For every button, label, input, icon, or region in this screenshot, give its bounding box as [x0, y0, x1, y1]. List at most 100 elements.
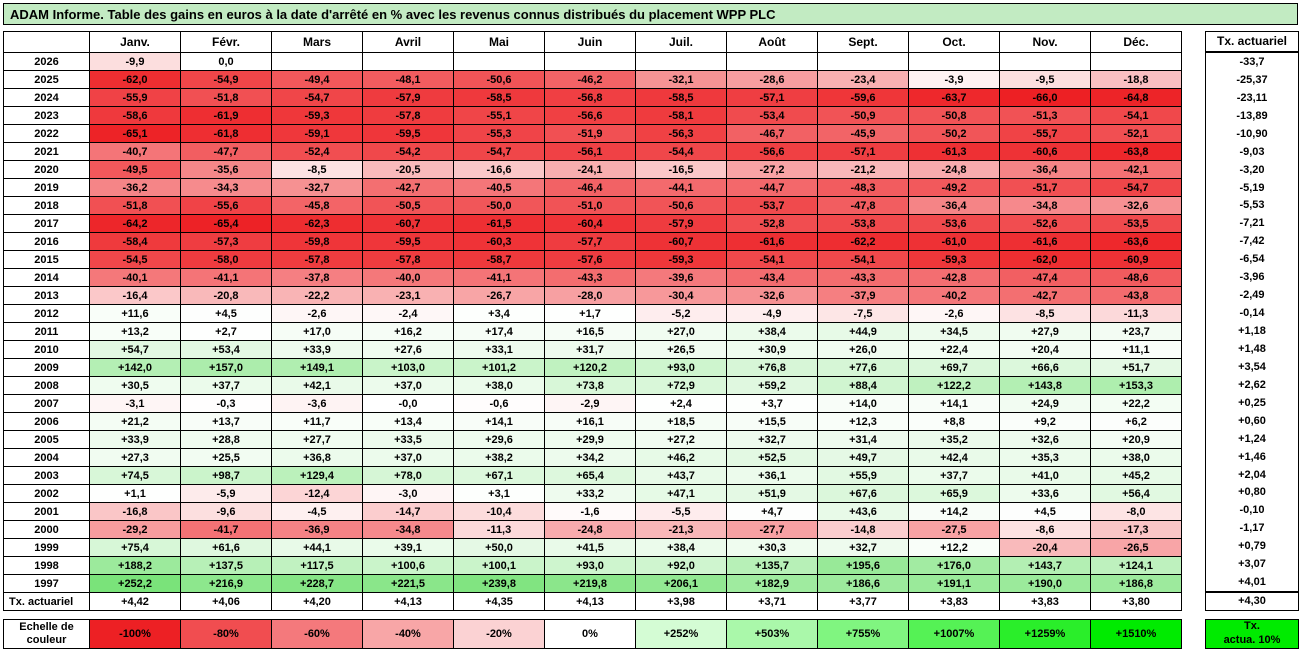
gain-cell[interactable]: +1,1: [89, 484, 181, 503]
tx-actuariel-value[interactable]: -10,90: [1236, 127, 1268, 140]
gain-cell[interactable]: +59,2: [726, 376, 818, 395]
gain-cell[interactable]: -54,5: [89, 250, 181, 269]
gain-cell[interactable]: +182,9: [726, 574, 818, 593]
gain-cell[interactable]: -18,8: [1090, 70, 1182, 89]
gain-cell[interactable]: +38,2: [453, 448, 545, 467]
gain-cell[interactable]: -43,3: [544, 268, 636, 287]
year-label[interactable]: 2020: [3, 160, 90, 179]
gain-cell[interactable]: +2,7: [180, 322, 272, 341]
gain-cell[interactable]: +30,3: [726, 538, 818, 557]
gain-cell[interactable]: +239,8: [453, 574, 545, 593]
gain-cell[interactable]: -39,6: [635, 268, 727, 287]
gain-cell[interactable]: +54,7: [89, 340, 181, 359]
gain-cell[interactable]: +37,7: [180, 376, 272, 395]
gain-cell[interactable]: +137,5: [180, 556, 272, 575]
gain-cell[interactable]: -49,4: [271, 70, 363, 89]
month-header[interactable]: Mai: [453, 31, 545, 53]
gain-cell[interactable]: -51,3: [999, 106, 1091, 125]
gain-cell[interactable]: -53,4: [726, 106, 818, 125]
gain-cell[interactable]: +39,1: [362, 538, 454, 557]
gain-cell[interactable]: -9,5: [999, 70, 1091, 89]
gain-cell[interactable]: -48,6: [1090, 268, 1182, 287]
gain-cell[interactable]: -58,6: [89, 106, 181, 125]
gain-cell[interactable]: -52,6: [999, 214, 1091, 233]
gain-cell[interactable]: -60,7: [362, 214, 454, 233]
gain-cell[interactable]: +42,4: [908, 448, 1000, 467]
gain-cell[interactable]: -51,8: [89, 196, 181, 215]
gain-cell[interactable]: +29,9: [544, 430, 636, 449]
gain-cell[interactable]: +50,0: [453, 538, 545, 557]
gain-cell[interactable]: -64,8: [1090, 88, 1182, 107]
gain-cell[interactable]: +103,0: [362, 358, 454, 377]
gain-cell[interactable]: -36,9: [271, 520, 363, 539]
gain-cell[interactable]: +93,0: [544, 556, 636, 575]
gain-cell[interactable]: +26,0: [817, 340, 909, 359]
gain-cell[interactable]: -3,6: [271, 394, 363, 413]
gain-cell[interactable]: -3,0: [362, 484, 454, 503]
tx-monthly-value[interactable]: +4,13: [362, 592, 454, 611]
gain-cell[interactable]: +20,9: [1090, 430, 1182, 449]
gain-cell[interactable]: +14,1: [908, 394, 1000, 413]
gain-cell[interactable]: [362, 52, 454, 71]
tx-monthly-value[interactable]: +3,80: [1090, 592, 1182, 611]
gain-cell[interactable]: -24,8: [544, 520, 636, 539]
gain-cell[interactable]: +37,0: [362, 448, 454, 467]
gain-cell[interactable]: +124,1: [1090, 556, 1182, 575]
gain-cell[interactable]: +98,7: [180, 466, 272, 485]
gain-cell[interactable]: -32,6: [1090, 196, 1182, 215]
gain-cell[interactable]: -58,5: [635, 88, 727, 107]
gain-cell[interactable]: -7,5: [817, 304, 909, 323]
gain-cell[interactable]: -42,8: [908, 268, 1000, 287]
gain-cell[interactable]: +32,6: [999, 430, 1091, 449]
tx-actuariel-value[interactable]: +1,18: [1238, 325, 1266, 338]
gain-cell[interactable]: -5,2: [635, 304, 727, 323]
gain-cell[interactable]: +28,8: [180, 430, 272, 449]
gain-cell[interactable]: +31,4: [817, 430, 909, 449]
gain-cell[interactable]: -24,1: [544, 160, 636, 179]
gain-cell[interactable]: -57,9: [362, 88, 454, 107]
gain-cell[interactable]: -16,5: [635, 160, 727, 179]
gain-cell[interactable]: -65,4: [180, 214, 272, 233]
tx-actuariel-value[interactable]: -1,17: [1239, 522, 1265, 535]
gain-cell[interactable]: +53,4: [180, 340, 272, 359]
gain-cell[interactable]: -61,3: [908, 142, 1000, 161]
gain-cell[interactable]: +37,7: [908, 466, 1000, 485]
gain-cell[interactable]: -50,9: [817, 106, 909, 125]
gain-cell[interactable]: +17,4: [453, 322, 545, 341]
gain-cell[interactable]: -61,9: [180, 106, 272, 125]
gain-cell[interactable]: -56,1: [544, 142, 636, 161]
gain-cell[interactable]: -37,8: [271, 268, 363, 287]
gain-cell[interactable]: -54,4: [635, 142, 727, 161]
gain-cell[interactable]: -50,5: [362, 196, 454, 215]
gain-cell[interactable]: +33,2: [544, 484, 636, 503]
tx-monthly-value[interactable]: +3,83: [908, 592, 1000, 611]
gain-cell[interactable]: -55,9: [89, 88, 181, 107]
year-label[interactable]: 2023: [3, 106, 90, 125]
gain-cell[interactable]: -14,8: [817, 520, 909, 539]
gain-cell[interactable]: +153,3: [1090, 376, 1182, 395]
gain-cell[interactable]: +122,2: [908, 376, 1000, 395]
gain-cell[interactable]: +66,6: [999, 358, 1091, 377]
corner-cell[interactable]: [3, 31, 90, 53]
tx-monthly-value[interactable]: +4,13: [544, 592, 636, 611]
gain-cell[interactable]: +72,9: [635, 376, 727, 395]
gain-cell[interactable]: [453, 52, 545, 71]
gain-cell[interactable]: -44,1: [635, 178, 727, 197]
gain-cell[interactable]: [726, 52, 818, 71]
gain-cell[interactable]: -27,7: [726, 520, 818, 539]
gain-cell[interactable]: -46,2: [544, 70, 636, 89]
gain-cell[interactable]: -58,0: [180, 250, 272, 269]
gain-cell[interactable]: +41,5: [544, 538, 636, 557]
gain-cell[interactable]: +37,0: [362, 376, 454, 395]
gain-cell[interactable]: -50,8: [908, 106, 1000, 125]
month-header[interactable]: Juin: [544, 31, 636, 53]
gain-cell[interactable]: +56,4: [1090, 484, 1182, 503]
gain-cell[interactable]: +33,6: [999, 484, 1091, 503]
tx-monthly-value[interactable]: +4,42: [89, 592, 181, 611]
gain-cell[interactable]: -26,5: [1090, 538, 1182, 557]
gain-cell[interactable]: +38,4: [726, 322, 818, 341]
gain-cell[interactable]: +13,4: [362, 412, 454, 431]
gain-cell[interactable]: -50,6: [453, 70, 545, 89]
gain-cell[interactable]: -2,9: [544, 394, 636, 413]
gain-cell[interactable]: -54,1: [817, 250, 909, 269]
